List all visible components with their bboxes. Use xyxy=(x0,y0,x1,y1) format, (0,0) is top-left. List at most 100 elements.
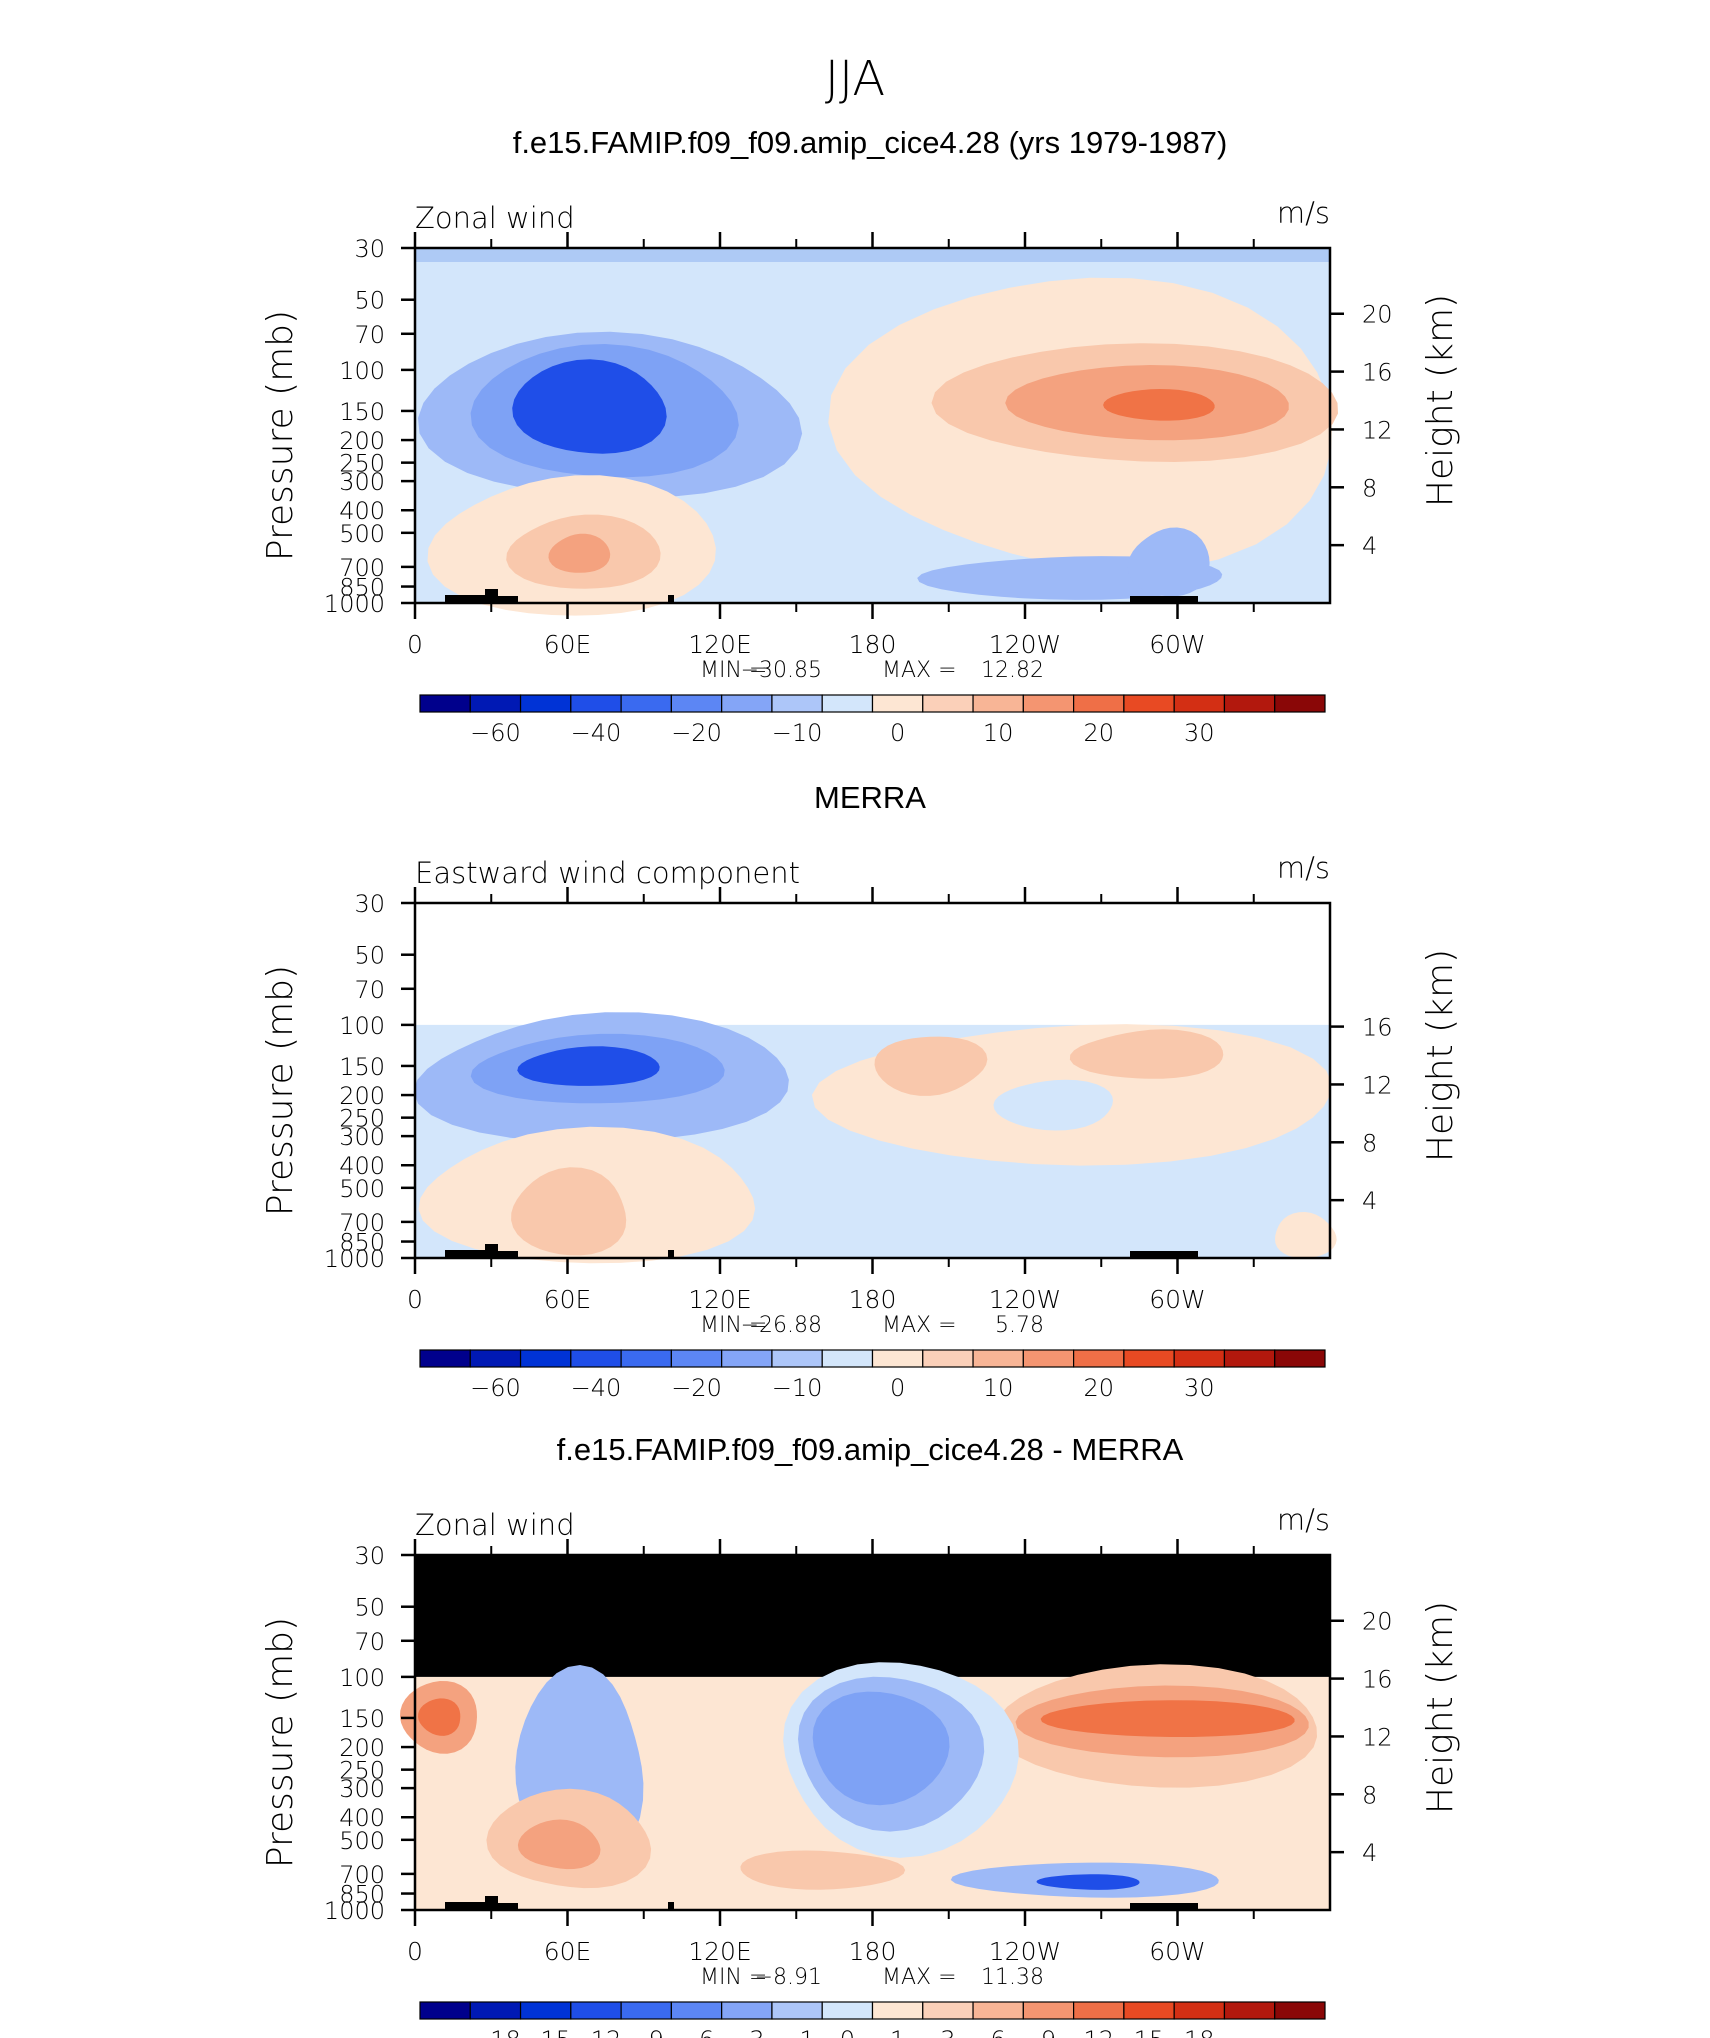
x-tick-label: 60E xyxy=(544,1285,592,1314)
x-tick-label: 0 xyxy=(407,1937,423,1966)
colorbar-swatch xyxy=(419,694,471,713)
colorbar-swatch xyxy=(1223,694,1276,713)
y2-tick-label: 8 xyxy=(1362,1781,1377,1809)
stat-max-value: 5.78 xyxy=(995,1313,1044,1338)
x-tick-label: 180 xyxy=(849,630,897,659)
colorbar-swatch xyxy=(670,1349,723,1368)
field-masked xyxy=(415,1555,1330,1677)
heatmap-field xyxy=(415,248,1338,616)
y-tick-label: 50 xyxy=(354,1594,385,1622)
y-tick-label: 70 xyxy=(354,1628,385,1656)
colorbar-label: −40 xyxy=(571,1374,622,1402)
stat-max-label: MAX = xyxy=(882,1313,957,1338)
colorbar: −60 −40 −20 −10 0 10 20 30 xyxy=(419,1349,1326,1402)
field-region xyxy=(517,1046,660,1086)
colorbar-swatch xyxy=(419,2001,471,2020)
y-tick-label: 850 xyxy=(339,1881,385,1909)
terrain-mask xyxy=(1130,1251,1198,1258)
y2-tick-label: 12 xyxy=(1362,1723,1393,1751)
y2-tick-label: 4 xyxy=(1362,532,1377,560)
terrain-mask xyxy=(668,1902,674,1910)
y2-tick-label: 20 xyxy=(1362,301,1393,329)
y-tick-label: 70 xyxy=(354,976,385,1004)
colorbar-swatch xyxy=(1274,1349,1326,1368)
terrain-mask xyxy=(498,1251,518,1258)
colorbar-swatch xyxy=(469,694,522,713)
y-tick-label: 30 xyxy=(354,235,385,263)
colorbar-swatch xyxy=(972,1349,1024,1368)
colorbar-swatch xyxy=(721,694,773,713)
y-axis-label: Pressure (mb) xyxy=(260,965,301,1216)
x-tick-label: 180 xyxy=(849,1285,897,1314)
y-tick-label: 30 xyxy=(354,1542,385,1570)
colorbar-swatch xyxy=(519,2001,572,2020)
y-tick-label: 150 xyxy=(339,1705,385,1733)
terrain-mask xyxy=(1130,596,1198,603)
colorbar-swatch xyxy=(1022,694,1075,713)
colorbar-swatch xyxy=(570,2001,622,2020)
y-tick-label: 100 xyxy=(339,1012,385,1040)
stat-max-label: MAX = xyxy=(882,1965,957,1990)
y-tick-label: 250 xyxy=(339,1757,385,1785)
stat-max-label: MAX = xyxy=(882,658,957,683)
terrain-mask xyxy=(498,1903,518,1910)
colorbar-swatch xyxy=(821,2001,874,2020)
y-tick-label: 150 xyxy=(339,398,385,426)
y2-tick-label: 16 xyxy=(1362,1666,1393,1694)
colorbar-swatch xyxy=(1022,2001,1075,2020)
panel-units-label: m/s xyxy=(1277,196,1330,230)
colorbar-label: 3 xyxy=(940,2026,955,2038)
colorbar-swatch xyxy=(1173,694,1226,713)
field-region xyxy=(812,1691,950,1806)
colorbar-label: 30 xyxy=(1184,1374,1215,1402)
field-region xyxy=(993,1079,1113,1131)
colorbar-swatch xyxy=(721,1349,773,1368)
colorbar-label: 10 xyxy=(983,719,1014,747)
x-tick-label: 60W xyxy=(1149,1285,1206,1314)
field-region xyxy=(511,1167,627,1256)
colorbar-swatch xyxy=(821,1349,874,1368)
colorbar-swatch xyxy=(670,2001,723,2020)
y2-tick-label: 4 xyxy=(1362,1187,1377,1215)
y-axis-label: Pressure (mb) xyxy=(260,1617,301,1868)
panel-title: f.e15.FAMIP.f09_f09.amip_cice4.28 - MERR… xyxy=(557,1432,1184,1467)
colorbar-swatch xyxy=(1073,2001,1125,2020)
x-tick-label: 120E xyxy=(688,1285,752,1314)
y-tick-label: 1000 xyxy=(324,1245,385,1273)
x-tick-label: 120W xyxy=(989,630,1061,659)
y-tick-label: 200 xyxy=(339,1082,385,1110)
colorbar-swatch xyxy=(1123,694,1175,713)
colorbar-swatch xyxy=(1123,2001,1175,2020)
colorbar-swatch xyxy=(922,1349,974,1368)
page-title: JJA xyxy=(825,51,885,107)
y2-tick-label: 20 xyxy=(1362,1608,1393,1636)
colorbar-label: −10 xyxy=(772,1374,823,1402)
colorbar-label: −15 xyxy=(520,2026,571,2038)
colorbar-swatch xyxy=(1274,2001,1326,2020)
colorbar-label: 20 xyxy=(1083,719,1114,747)
terrain-mask xyxy=(485,1244,498,1258)
terrain-mask xyxy=(1130,1903,1198,1910)
colorbar-label: −12 xyxy=(571,2026,622,2038)
colorbar-swatch xyxy=(519,694,572,713)
field-region xyxy=(1275,1212,1337,1259)
x-tick-label: 60W xyxy=(1149,1937,1206,1966)
y-tick-label: 850 xyxy=(339,574,385,602)
stat-min-label: MIN = xyxy=(700,1965,767,1990)
colorbar-label: 0 xyxy=(840,2026,855,2038)
colorbar-swatch xyxy=(620,694,672,713)
field-region xyxy=(418,1698,461,1736)
colorbar-swatch xyxy=(821,694,874,713)
terrain-mask xyxy=(498,596,518,603)
stat-min-value: −8.91 xyxy=(755,1965,822,1990)
colorbar-swatch xyxy=(871,2001,924,2020)
y2-tick-label: 12 xyxy=(1362,1071,1393,1099)
colorbar-label: −9 xyxy=(629,2026,664,2038)
colorbar-label: −60 xyxy=(470,719,521,747)
panel-units-label: m/s xyxy=(1277,1503,1330,1537)
colorbar-label: −18 xyxy=(470,2026,521,2038)
x-tick-label: 60E xyxy=(544,630,592,659)
y-tick-label: 700 xyxy=(339,554,385,582)
field-region xyxy=(740,1850,906,1890)
